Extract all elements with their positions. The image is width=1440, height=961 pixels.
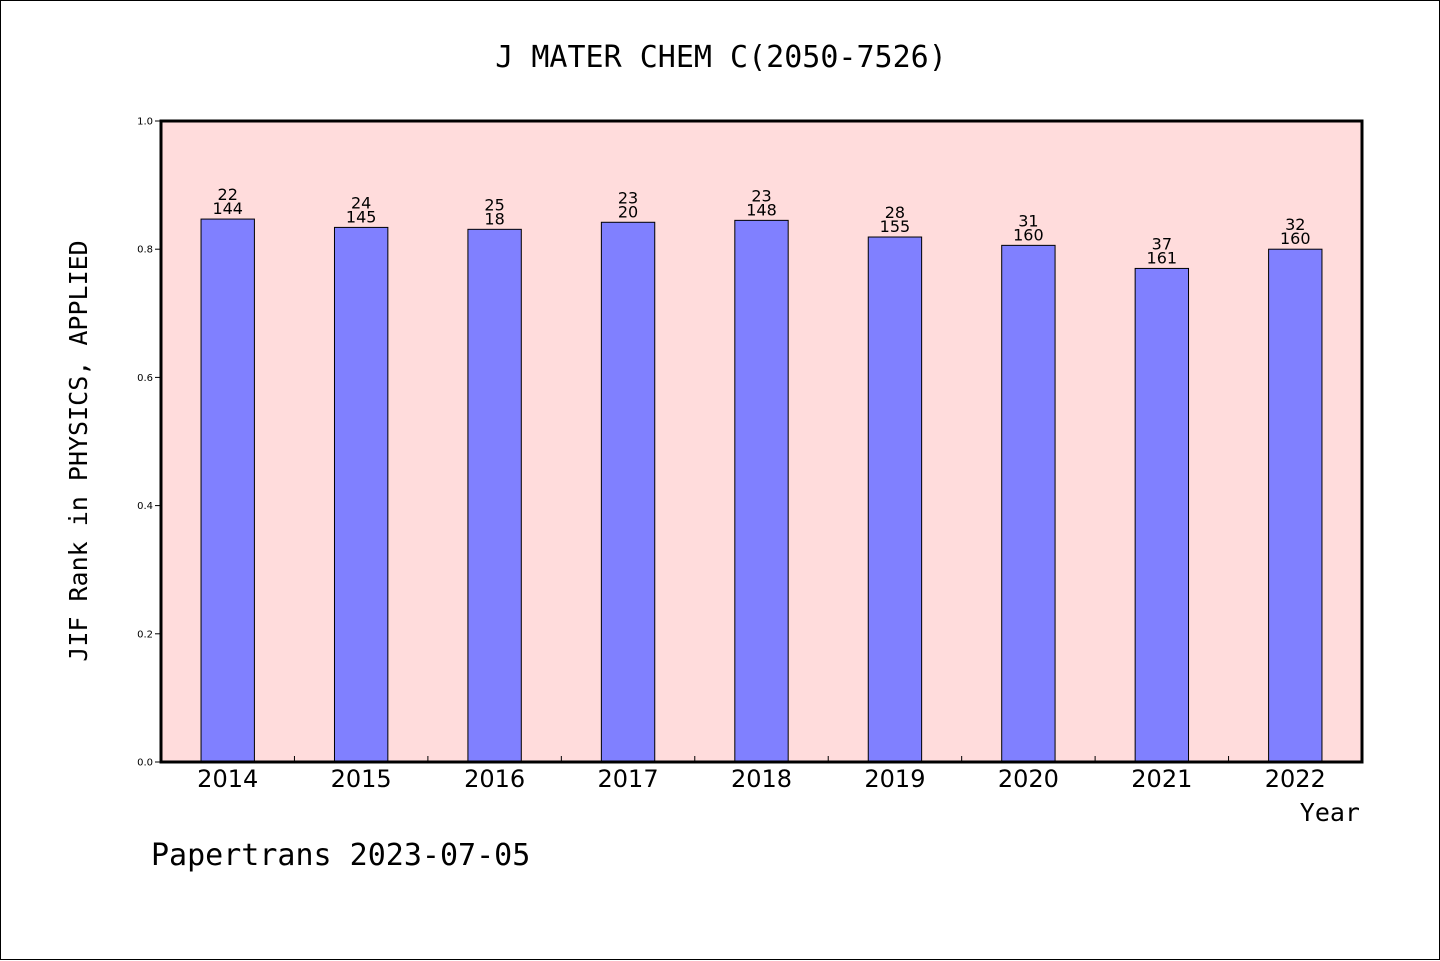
x-tick-label-2022: 2022 (1265, 765, 1326, 793)
bar-2014 (200, 218, 255, 763)
bar-label-rank: 37 (1152, 234, 1172, 253)
x-tick-label-2019: 2019 (864, 765, 925, 793)
y-axis-label: JIF Rank in PHYSICS, APPLIED (64, 240, 93, 661)
x-tick-label-2017: 2017 (598, 765, 659, 793)
bar-label-rank: 23 (751, 186, 771, 205)
x-tick-label-2021: 2021 (1131, 765, 1192, 793)
bar-label-rank: 24 (351, 193, 371, 212)
y-tick-label: 0.4 (137, 501, 153, 512)
bar-label-total: 161 (1147, 248, 1178, 267)
y-tick-label: 0.0 (137, 758, 153, 769)
bar-label-rank: 23 (618, 188, 638, 207)
bar-2021 (1134, 267, 1190, 763)
bar-label-total: 160 (1013, 225, 1044, 244)
bar-2020 (1001, 244, 1056, 763)
bar-2017 (600, 221, 656, 763)
bar-2022 (1268, 248, 1323, 763)
bar-label-rank: 31 (1018, 211, 1038, 230)
x-tick-label-2015: 2015 (331, 765, 392, 793)
x-tick-label-2016: 2016 (464, 765, 525, 793)
bar-label-rank: 22 (218, 185, 238, 204)
bar-label-total: 20 (618, 202, 638, 221)
footer-text: Papertrans 2023-07-05 (151, 838, 530, 873)
bar-2016 (467, 228, 522, 763)
plot-frame (159, 119, 1364, 764)
y-tick-label: 0.2 (137, 629, 153, 640)
bar-label-total: 148 (746, 200, 777, 219)
chart-title: J MATER CHEM C(2050-7526) (495, 40, 947, 75)
x-tick-label-2018: 2018 (731, 765, 792, 793)
x-tick-label-2020: 2020 (998, 765, 1059, 793)
bar-label-total: 145 (346, 207, 377, 226)
bar-label-total: 155 (880, 217, 911, 236)
bar-label-total: 18 (484, 209, 504, 228)
bar-label-total: 160 (1280, 229, 1311, 248)
bar-label-rank: 25 (484, 195, 504, 214)
y-tick-label: 1.0 (137, 117, 153, 128)
bar-2019 (867, 236, 923, 763)
y-axis: 0.0 0.2 0.4 0.6 0.8 1.0 (137, 117, 161, 769)
bar-2015 (333, 226, 389, 763)
x-axis: 2014 2015 2016 2017 2018 2019 2020 2021 2022 (197, 756, 1326, 793)
x-axis-label: Year (1300, 798, 1360, 827)
bar-label-total: 144 (212, 199, 243, 218)
y-tick-label: 0.8 (137, 245, 153, 256)
bar-label-rank: 32 (1285, 215, 1305, 234)
bar-2018 (734, 219, 789, 763)
y-tick-label: 0.6 (137, 373, 153, 384)
bar-label-rank: 28 (885, 203, 905, 222)
x-tick-label-2014: 2014 (197, 765, 258, 793)
